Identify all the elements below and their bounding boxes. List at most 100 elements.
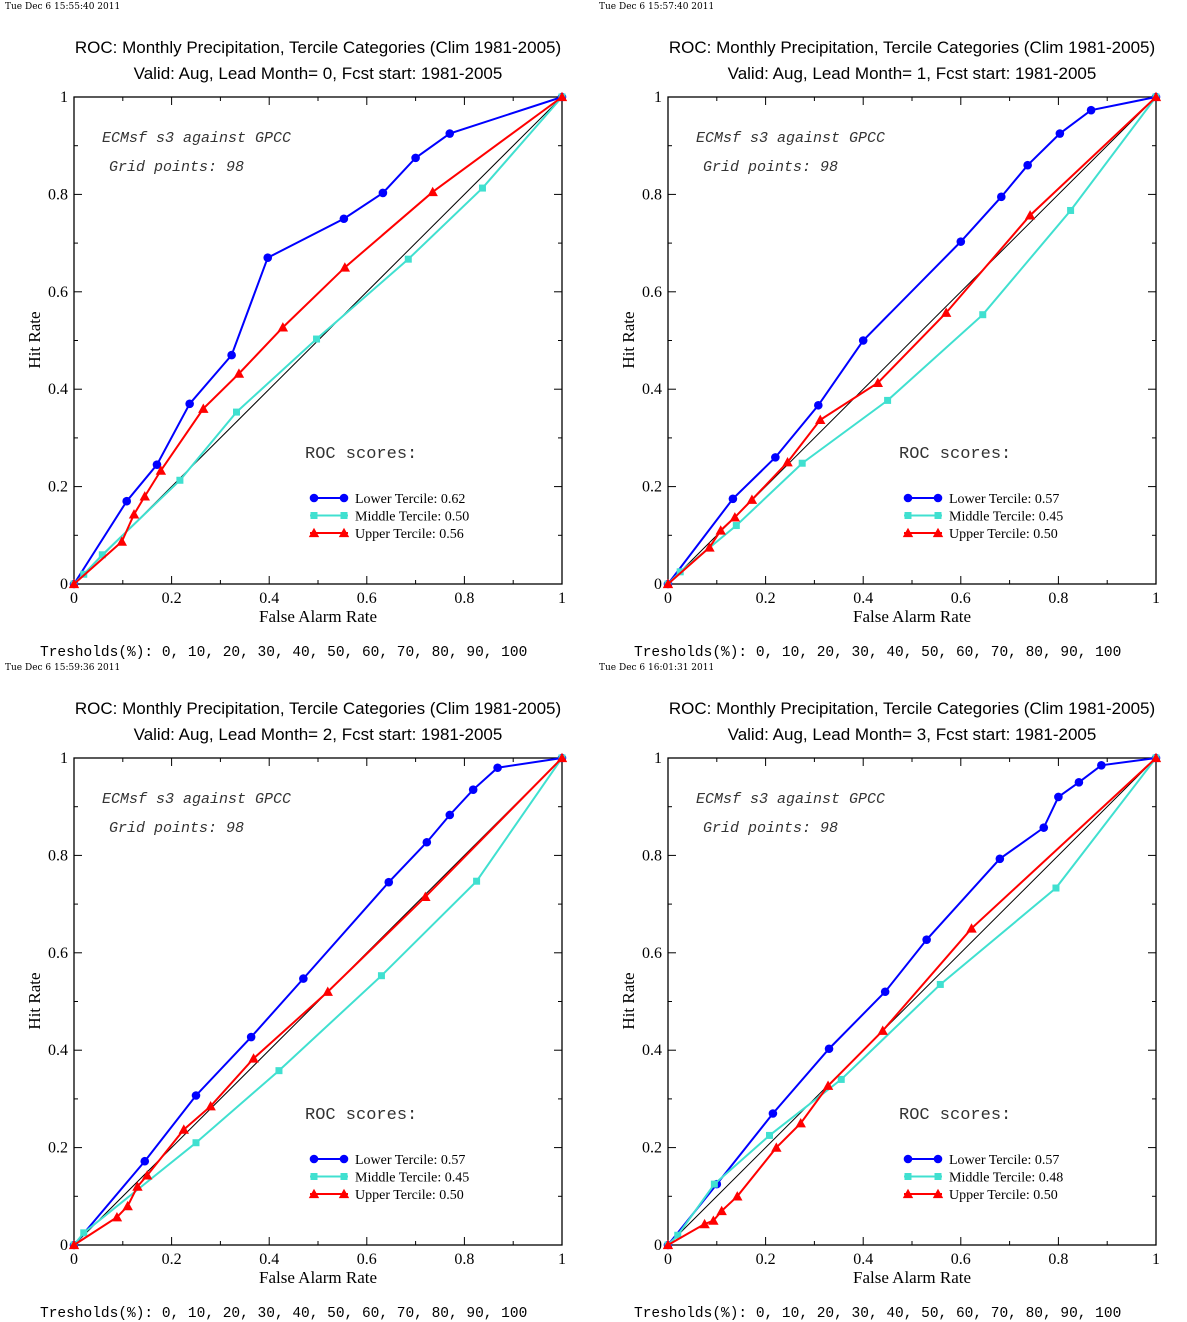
middle-tercile-point [732,522,740,530]
x-tick-label: 0.4 [853,1251,873,1268]
middle-tercile-point [176,476,184,484]
upper-tercile-point [715,525,726,535]
chart-title: ROC: Monthly Precipitation, Tercile Cate… [669,699,1155,718]
lower-tercile-point [445,129,455,138]
legend: Lower Tercile: 0.57 Middle Tercile: 0.45 U… [902,492,1063,542]
legend: Lower Tercile: 0.57 Middle Tercile: 0.48 U… [902,1153,1063,1203]
lower-tercile-series [69,753,567,1250]
middle-tercile-point [377,972,385,980]
legend-swatch-marker [903,1154,913,1164]
legend-swatch-marker [933,493,943,503]
lower-tercile-point [422,837,432,847]
x-tick-label: 0.2 [162,590,182,607]
x-axis-label: False Alarm Rate [853,607,971,626]
legend-swatch-marker [934,1173,942,1180]
legend-swatch-marker [340,512,348,519]
legend-swatch-marker [308,1188,320,1199]
upper-tercile-point [116,536,128,546]
upper-tercile-series [662,91,1162,589]
x-tick-label: 0 [70,1251,78,1268]
y-axis-label: Hit Rate [25,311,44,368]
upper-tercile-point [732,1191,743,1201]
y-tick-label: 0.4 [642,381,662,398]
upper-tercile-point [795,1118,806,1128]
annotation-grid-points: Grid points: 98 [703,820,838,837]
annotation-grid-points: Grid points: 98 [109,159,244,176]
x-tick-label: 1 [1152,590,1160,607]
axis-ticks: 0 0.2 0.4 0.6 0.8 1 0 0.2 0.4 0.6 0.8 1 [642,750,1160,1268]
annotation-grid-points: Grid points: 98 [703,159,838,176]
lower-tercile-point [1023,160,1032,170]
lower-tercile-line [667,757,1157,1246]
middle-tercile-point [884,396,892,404]
upper-tercile-point [815,414,826,425]
upper-tercile-point [139,491,150,501]
middle-tercile-point [404,255,412,263]
y-tick-label: 0 [60,576,68,593]
middle-tercile-point [936,980,944,988]
upper-tercile-point [322,986,333,996]
upper-tercile-point [111,1212,123,1222]
upper-tercile-point [233,368,245,378]
roc-scores-heading: ROC scores: [305,1106,417,1125]
upper-tercile-point [662,1239,674,1250]
upper-tercile-point [746,494,758,504]
x-tick-label: 1 [558,1251,566,1268]
chart-title: ROC: Monthly Precipitation, Tercile Cate… [75,699,561,718]
legend-swatch-marker [340,1173,348,1180]
axis-ticks: 0 0.2 0.4 0.6 0.8 1 0 0.2 0.4 0.6 0.8 1 [48,89,566,607]
lower-tercile-point [339,214,349,224]
upper-tercile-point [556,752,568,763]
upper-tercile-point [877,1025,888,1035]
x-axis-label: False Alarm Rate [853,1268,971,1287]
lower-tercile-point [814,400,823,410]
upper-tercile-point [198,403,209,413]
legend-entry-lower-tercile: Lower Tercile: 0.57 [949,1153,1059,1168]
legend-swatch-marker [309,493,319,503]
middle-tercile-point [473,877,481,885]
x-tick-label: 0.2 [162,1251,182,1268]
upper-tercile-point [966,923,977,933]
chart-subtitle: Valid: Aug, Lead Month= 1, Fcst start: 1… [728,64,1097,83]
legend-swatch-marker [903,493,913,503]
thresholds-footer: Tresholds(%): 0, 10, 20, 30, 40, 50, 60,… [40,645,527,661]
upper-tercile-point [662,578,674,589]
upper-tercile-point [822,1080,834,1090]
y-tick-label: 0 [654,1237,662,1254]
x-axis-label: False Alarm Rate [259,607,377,626]
legend-entry-upper-tercile: Upper Tercile: 0.50 [949,1188,1058,1203]
legend: Lower Tercile: 0.57 Middle Tercile: 0.45 U… [308,1153,469,1203]
upper-tercile-point [248,1053,259,1063]
legend-entry-lower-tercile: Lower Tercile: 0.62 [355,492,465,507]
roc-scores-heading: ROC scores: [899,1106,1011,1125]
lower-tercile-point [140,1156,150,1166]
x-tick-label: 0 [70,590,78,607]
x-tick-label: 0.6 [357,1251,377,1268]
x-tick-label: 0.4 [853,590,873,607]
y-tick-label: 0.8 [642,847,662,864]
lower-tercile-point [728,494,738,504]
x-tick-label: 0.8 [454,1251,474,1268]
upper-tercile-point [68,578,80,589]
upper-tercile-point [940,307,952,317]
y-tick-label: 0.6 [48,284,68,301]
lower-tercile-point [378,188,388,198]
y-tick-label: 1 [60,750,68,767]
roc-scores-heading: ROC scores: [899,445,1011,464]
annotation-dataset: ECMsf s3 against GPCC [102,130,291,147]
lower-tercile-point [493,763,502,773]
upper-tercile-point [68,1239,80,1250]
annotation-dataset: ECMsf s3 against GPCC [696,130,885,147]
x-tick-label: 0 [664,1251,672,1268]
legend-swatch-marker [904,1173,912,1180]
roc-panel-lead-3: Tue Dec 6 16:01:31 2011 ROC: Monthly Prec… [599,663,1162,1322]
legend-swatch-marker [933,1154,943,1164]
lower-tercile-point [263,253,273,263]
upper-tercile-point [1150,91,1162,102]
y-tick-label: 0.2 [642,1140,662,1157]
middle-tercile-point [1067,206,1075,214]
thresholds-footer: Tresholds(%): 0, 10, 20, 30, 40, 50, 60,… [634,645,1121,661]
legend-entry-upper-tercile: Upper Tercile: 0.50 [949,527,1058,542]
legend-entry-lower-tercile: Lower Tercile: 0.57 [355,1153,465,1168]
upper-tercile-point [420,891,431,901]
